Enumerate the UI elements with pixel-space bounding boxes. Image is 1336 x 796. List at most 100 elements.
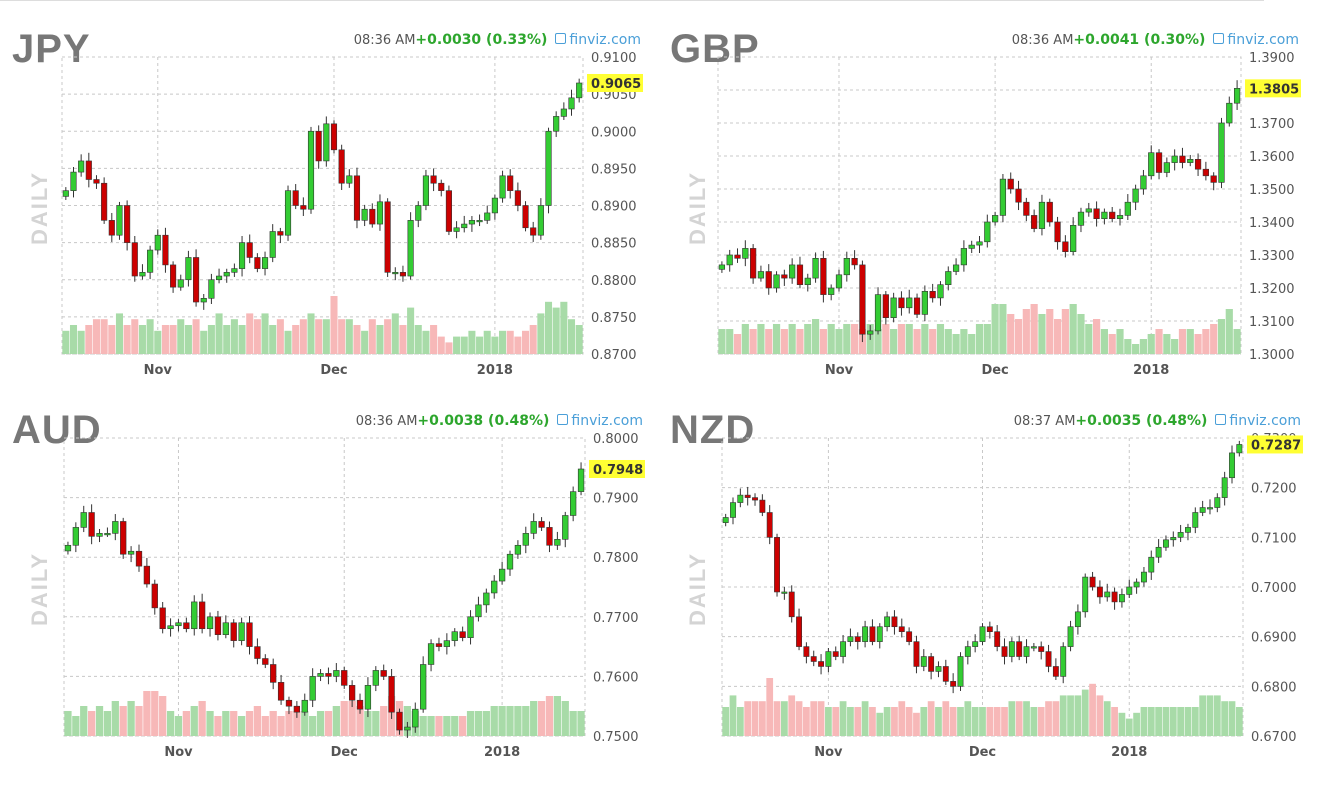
volume-bar xyxy=(1030,707,1038,736)
volume-bar xyxy=(284,330,292,354)
candle-body xyxy=(538,521,545,528)
volume-bar xyxy=(131,319,139,354)
brand-link[interactable]: finviz.com xyxy=(1215,413,1301,429)
finviz-logo-icon xyxy=(1213,33,1225,44)
volume-bar xyxy=(1184,707,1192,736)
candle-body xyxy=(869,626,876,642)
volume-bar xyxy=(795,701,803,736)
finviz-logo-icon xyxy=(557,414,569,425)
candle-body xyxy=(979,626,986,642)
y-tick-label: 0.7800 xyxy=(593,551,639,566)
candle-body xyxy=(435,643,443,647)
volume-bar xyxy=(174,716,183,736)
y-tick-label: 0.6800 xyxy=(1251,680,1297,695)
volume-bar xyxy=(506,330,514,354)
volume-bar xyxy=(345,319,353,354)
candle-body xyxy=(127,550,135,555)
candle-body xyxy=(1074,611,1081,628)
volume-bar xyxy=(460,336,468,354)
volume-bar xyxy=(883,707,891,736)
candle-body xyxy=(483,592,490,606)
candle-body xyxy=(1221,477,1228,498)
candle-body xyxy=(968,244,975,249)
volume-bar xyxy=(1206,695,1214,736)
volume-bar xyxy=(553,696,562,736)
candle-body xyxy=(120,521,127,555)
candle-body xyxy=(300,205,307,210)
candle-body xyxy=(913,297,921,315)
chart-header: 08:36 AM+0.0038 (0.48%) finviz.com xyxy=(356,414,643,428)
volume-bar xyxy=(214,716,222,736)
candle-body xyxy=(104,533,111,536)
volume-bar xyxy=(1199,695,1207,736)
volume-bar xyxy=(261,313,269,354)
volume-bar xyxy=(340,701,348,736)
volume-bar xyxy=(316,711,325,736)
volume-bar xyxy=(1015,701,1023,736)
volume-bar xyxy=(869,707,876,736)
x-tick-label: Dec xyxy=(331,745,358,760)
volume-bar xyxy=(491,336,499,354)
y-tick-label: 0.8950 xyxy=(591,162,637,177)
candle-body xyxy=(1001,646,1008,657)
volume-bar xyxy=(368,319,376,354)
volume-bar xyxy=(459,716,467,736)
candle-body xyxy=(420,664,427,710)
brand-link[interactable]: finviz.com xyxy=(1213,32,1299,48)
volume-bar xyxy=(1030,304,1038,354)
brand-text: finviz.com xyxy=(1227,32,1299,48)
volume-bar xyxy=(890,329,898,354)
brand-link[interactable]: finviz.com xyxy=(557,413,643,429)
plot-frame xyxy=(61,56,584,355)
brand-link[interactable]: finviz.com xyxy=(555,32,641,48)
y-tick-label: 1.3300 xyxy=(1249,249,1295,264)
volume-bar xyxy=(483,330,491,354)
volume-bar xyxy=(372,711,380,736)
volume-bar xyxy=(277,716,285,736)
candle-body xyxy=(185,257,192,281)
volume-bar xyxy=(569,711,577,736)
volume-bar xyxy=(1210,324,1218,354)
volume-bar xyxy=(482,711,490,736)
volume-bar xyxy=(898,701,906,736)
x-tick-label: Nov xyxy=(814,745,843,760)
price-change: +0.0030 (0.33%) xyxy=(415,32,548,48)
plot-frame xyxy=(721,437,1244,737)
candle-body xyxy=(193,257,200,303)
x-tick-label: 2018 xyxy=(484,745,520,760)
candle-body xyxy=(568,97,575,110)
volume-bar xyxy=(1133,712,1140,736)
plot-frame xyxy=(717,56,1242,355)
candle-body xyxy=(159,607,166,630)
candle-body xyxy=(722,517,729,523)
y-tick-label: 0.8800 xyxy=(591,274,637,289)
volume-bar xyxy=(744,701,752,736)
chart-panel-aud: AUD DAILY 08:36 AM+0.0038 (0.48%) finviz.co… xyxy=(0,398,668,796)
volume-bar xyxy=(545,696,554,736)
volume-bar xyxy=(1077,314,1085,354)
volume-bar xyxy=(751,701,759,736)
candle-body xyxy=(1163,162,1170,173)
volume-bar xyxy=(729,695,737,736)
volume-bar xyxy=(854,707,862,736)
candle-body xyxy=(506,553,514,570)
candle-body xyxy=(277,682,285,701)
volume-bar xyxy=(929,329,937,354)
volume-bar xyxy=(544,301,553,354)
volume-bar xyxy=(322,319,330,354)
volume-bar xyxy=(999,304,1007,354)
volume-bar xyxy=(757,324,765,354)
volume-bar xyxy=(718,329,726,354)
candle-body xyxy=(992,215,999,223)
volume-bar xyxy=(332,706,340,736)
candle-body xyxy=(112,521,119,534)
volume-bar xyxy=(1074,695,1082,736)
candle-body xyxy=(1171,155,1178,163)
y-tick-label: 1.3000 xyxy=(1249,348,1295,363)
volume-bar xyxy=(1171,339,1179,354)
volume-bar xyxy=(1111,707,1118,736)
candle-body xyxy=(254,646,261,659)
candle-body xyxy=(957,656,964,687)
volume-bar xyxy=(927,701,935,736)
volume-bar xyxy=(1140,707,1148,736)
